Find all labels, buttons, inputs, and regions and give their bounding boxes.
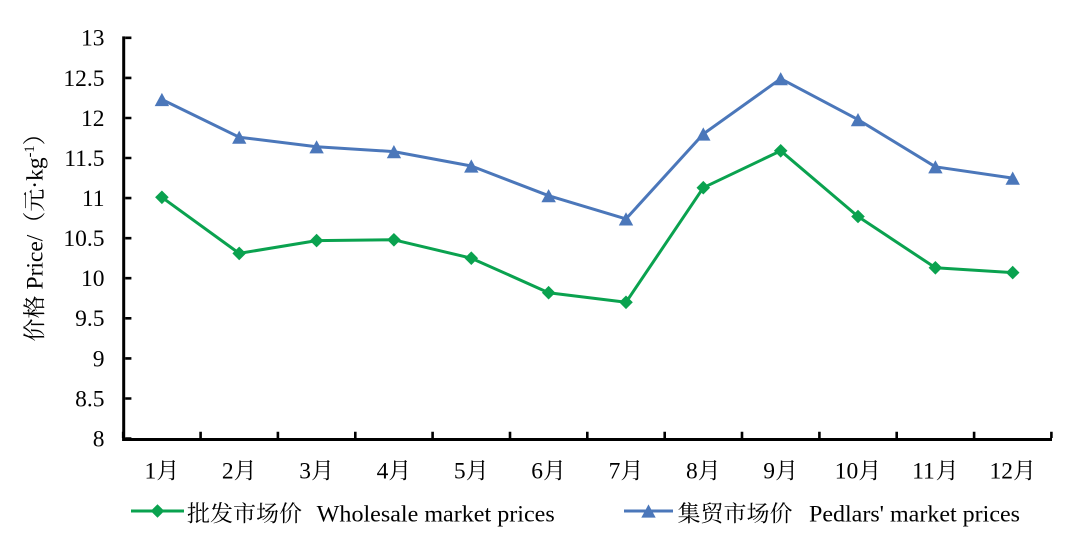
- svg-text:10: 10: [835, 459, 859, 485]
- svg-text:9.5: 9.5: [75, 306, 104, 332]
- svg-text:8: 8: [686, 459, 698, 485]
- svg-text:8.5: 8.5: [75, 386, 104, 412]
- svg-text:9: 9: [763, 459, 775, 485]
- svg-text:6: 6: [531, 459, 543, 485]
- svg-text:12: 12: [81, 106, 105, 132]
- svg-text:-1: -1: [22, 145, 38, 157]
- svg-text:·kg: ·kg: [23, 157, 49, 189]
- svg-text:1: 1: [145, 459, 157, 485]
- svg-text:12: 12: [990, 459, 1014, 485]
- svg-text:5: 5: [454, 459, 466, 485]
- svg-text:Price/: Price/: [23, 234, 49, 289]
- svg-text:13: 13: [81, 26, 105, 52]
- svg-text:2: 2: [222, 459, 234, 485]
- svg-text:4: 4: [377, 459, 389, 485]
- svg-text:11: 11: [82, 186, 105, 212]
- svg-text:8: 8: [93, 426, 105, 452]
- svg-text:11: 11: [912, 459, 935, 485]
- svg-text:10: 10: [81, 266, 105, 292]
- svg-text:11.5: 11.5: [64, 146, 104, 172]
- svg-text:9: 9: [93, 346, 105, 372]
- svg-text:12.5: 12.5: [63, 66, 104, 92]
- svg-text:Wholesale market prices: Wholesale market prices: [317, 502, 555, 528]
- svg-text:10.5: 10.5: [63, 226, 104, 252]
- svg-text:7: 7: [609, 459, 621, 485]
- svg-text:Pedlars' market prices: Pedlars' market prices: [809, 502, 1020, 528]
- svg-text:3: 3: [299, 459, 311, 485]
